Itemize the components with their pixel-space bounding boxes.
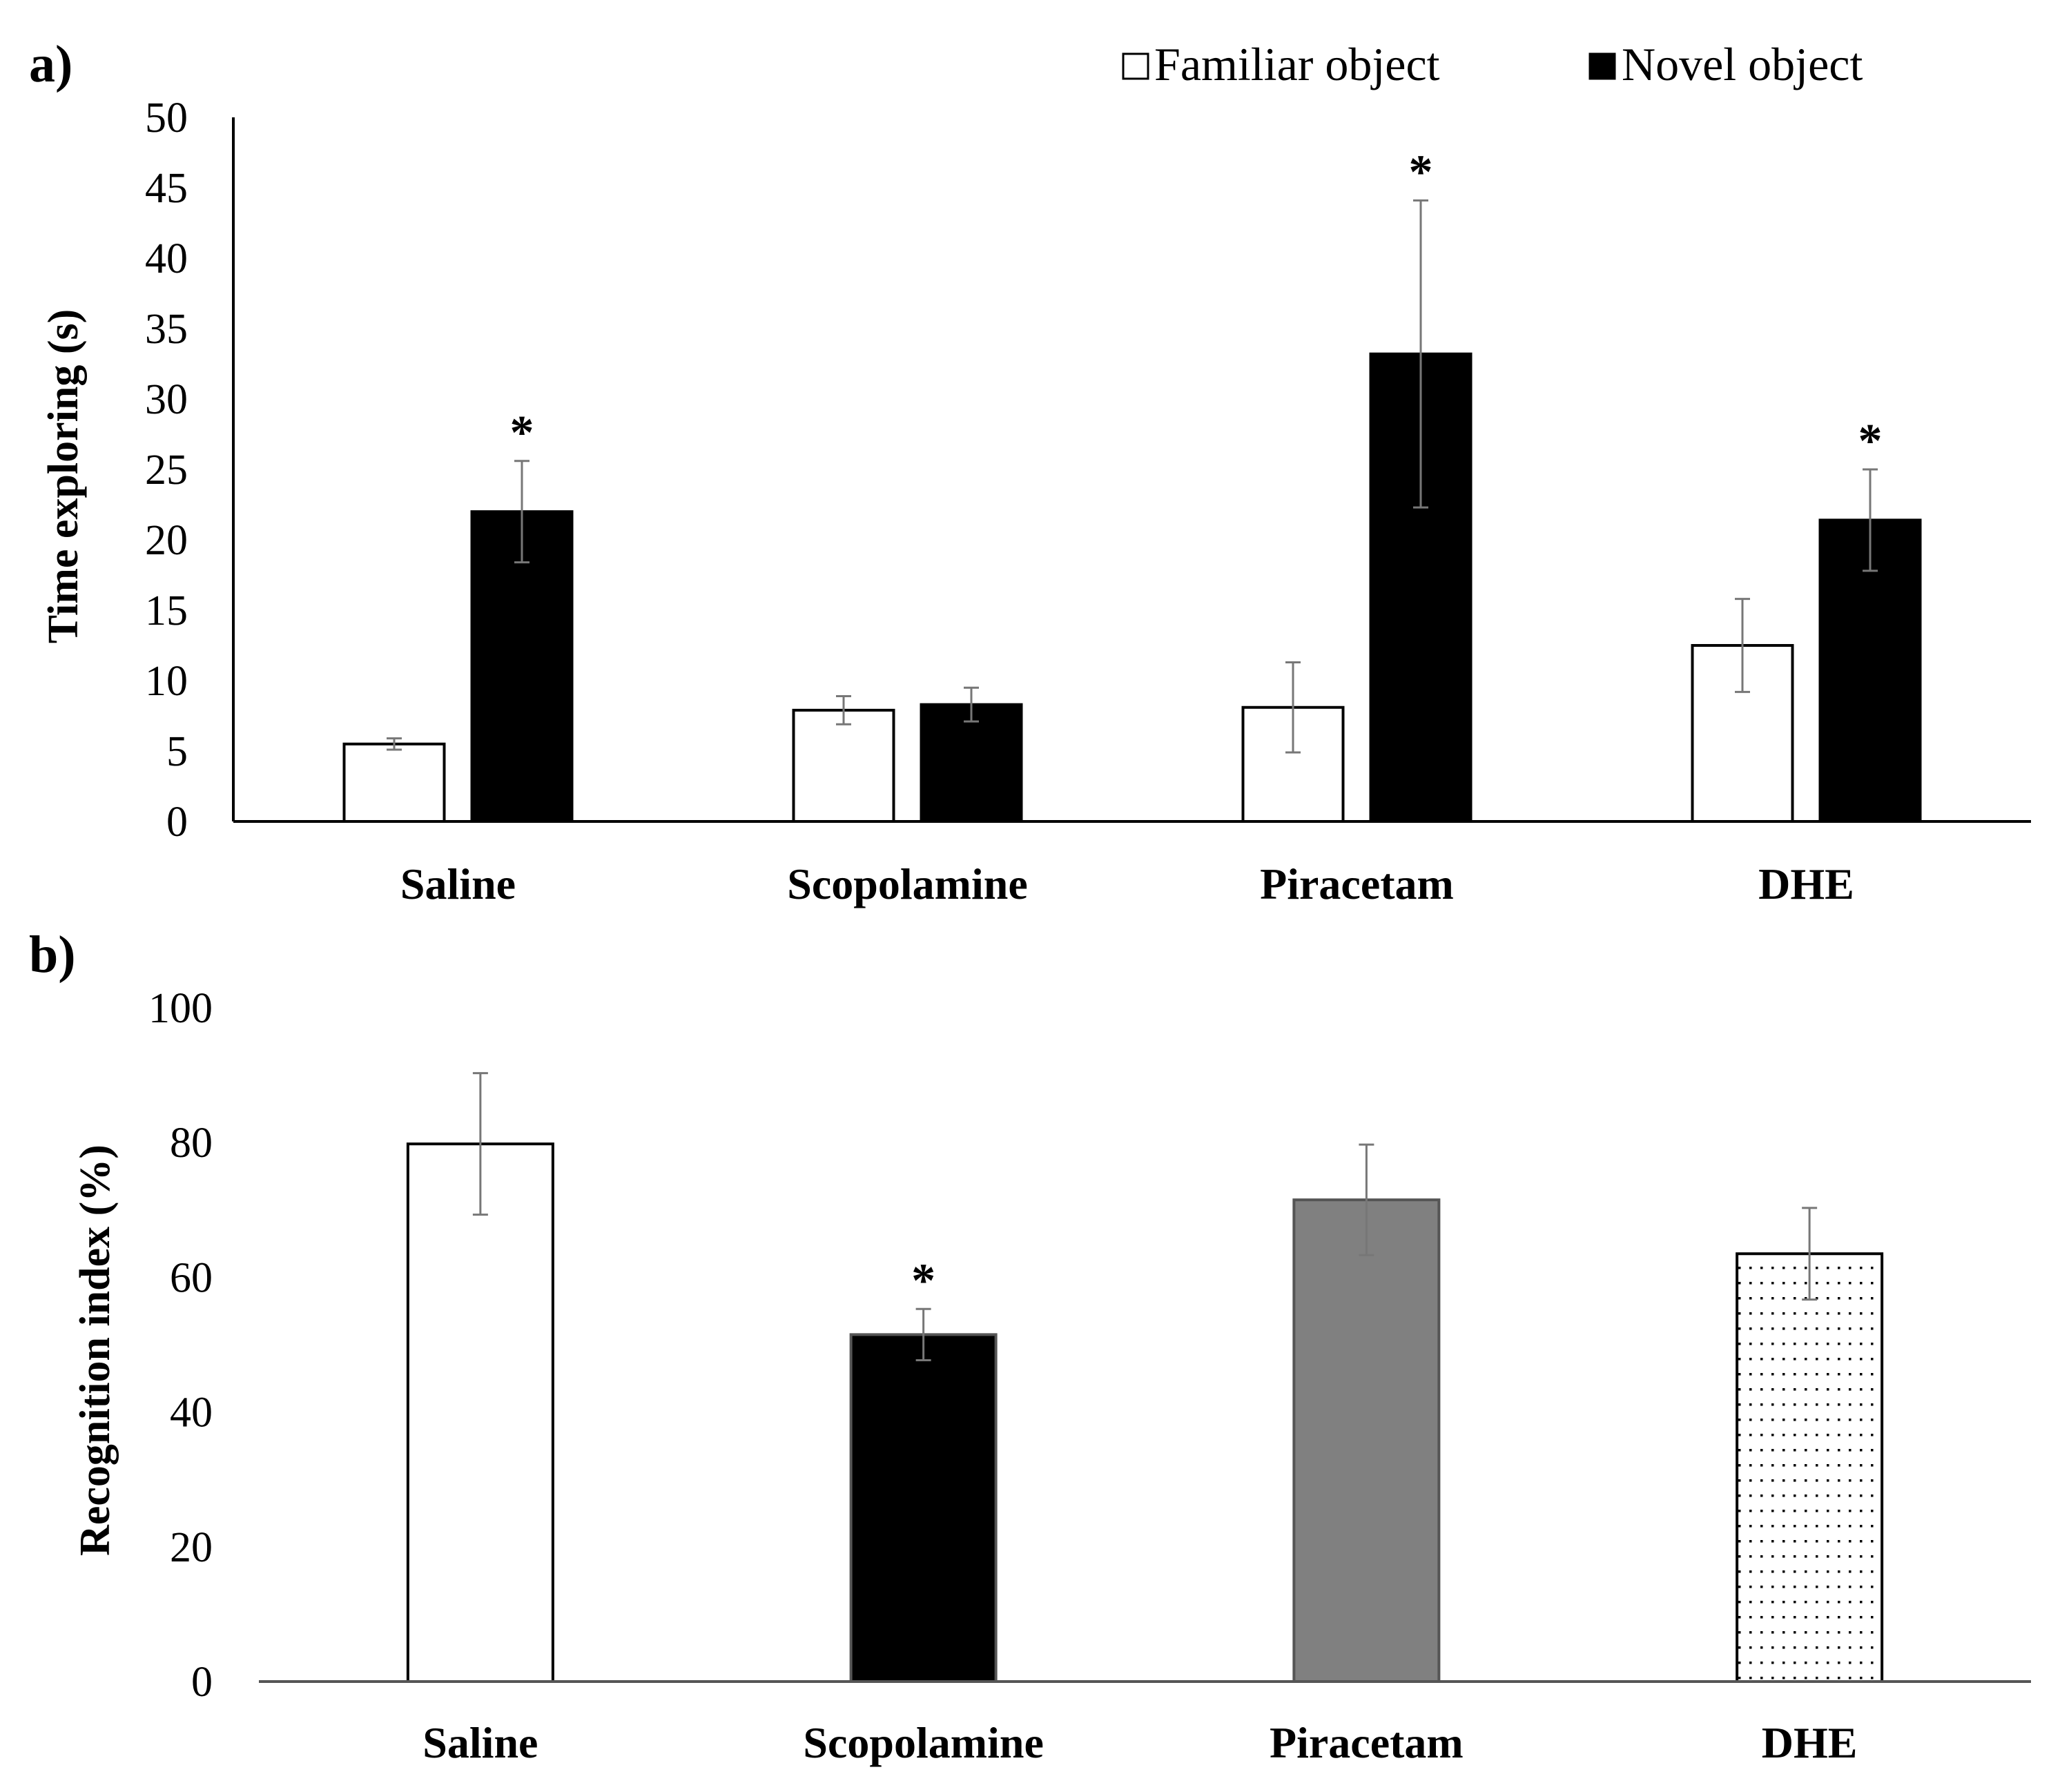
significance-star-piracetam: * <box>1409 146 1433 199</box>
error-bars <box>387 199 1878 754</box>
category-label-piracetam: Piracetam <box>1270 1718 1464 1767</box>
bar-saline-familiar-object <box>342 742 446 824</box>
significance-star-scopolamine: * <box>911 1254 935 1307</box>
legend-swatch-familiar <box>1122 52 1149 80</box>
bars <box>406 1142 1884 1684</box>
category-label-saline: Saline <box>400 859 516 908</box>
error-bar-dhe-familiar-object <box>1735 598 1750 693</box>
x-axis-category-labels: Saline Scopolamine Piracetam DHE <box>400 859 1854 908</box>
significance-markers: * <box>911 1254 935 1307</box>
y-tick-label: 0 <box>191 1659 213 1706</box>
significance-star-saline: * <box>510 407 534 460</box>
bar-piracetam-novel-object <box>1369 352 1473 823</box>
y-axis-ticks: 0 20 40 60 80 100 <box>148 985 213 1706</box>
y-tick-label: 40 <box>145 235 188 282</box>
panel-b-chart: b) 0 20 40 60 80 100 * Saline Scopolamine Pirac… <box>29 926 2031 1767</box>
y-tick-label: 100 <box>148 985 213 1032</box>
bar-dhe <box>1736 1252 1884 1683</box>
panel-a-chart: a) Familiar object Novel object 0 5 10 15 20… <box>29 35 2031 908</box>
y-tick-label: 15 <box>145 587 188 634</box>
category-label-scopolamine: Scopolamine <box>787 859 1027 908</box>
error-bars <box>472 1072 1818 1361</box>
category-label-dhe: DHE <box>1758 859 1854 908</box>
error-bar-piracetam <box>1359 1143 1374 1256</box>
error-bar-piracetam-novel-object <box>1413 199 1428 509</box>
y-tick-label: 5 <box>166 728 188 775</box>
error-bar-dhe <box>1802 1207 1818 1301</box>
y-axis-title: Recognition index (%) <box>72 1145 119 1556</box>
significance-markers: * * * <box>510 146 1883 468</box>
y-tick-label: 40 <box>170 1390 213 1436</box>
y-tick-label: 50 <box>145 95 188 142</box>
y-tick-label: 80 <box>170 1120 213 1167</box>
error-bar-scopolamine-novel-object <box>964 686 979 723</box>
y-tick-label: 20 <box>145 517 188 564</box>
panel-a-label: a) <box>29 35 72 93</box>
x-axis-category-labels: Saline Scopolamine Piracetam DHE <box>422 1718 1857 1767</box>
y-axis-ticks: 0 5 10 15 20 25 30 35 40 45 50 <box>145 95 188 846</box>
significance-star-dhe: * <box>1858 415 1883 468</box>
category-label-dhe: DHE <box>1762 1718 1858 1767</box>
y-tick-label: 10 <box>145 658 188 705</box>
error-bar-saline <box>472 1072 488 1216</box>
y-tick-label: 20 <box>170 1524 213 1571</box>
legend-label-familiar: Familiar object <box>1154 38 1440 90</box>
error-bar-dhe-novel-object <box>1863 468 1878 572</box>
legend-swatch-novel <box>1588 52 1616 80</box>
axes <box>232 117 2031 823</box>
bar-saline <box>406 1142 554 1683</box>
y-tick-label: 45 <box>145 165 188 212</box>
category-label-scopolamine: Scopolamine <box>803 1718 1043 1767</box>
legend-label-novel: Novel object <box>1622 38 1863 90</box>
error-bar-scopolamine-familiar-object <box>836 694 851 725</box>
error-bar-piracetam-familiar-object <box>1285 661 1301 754</box>
panel-b-label: b) <box>29 926 76 984</box>
bars <box>342 352 1922 824</box>
category-label-saline: Saline <box>422 1718 538 1767</box>
bar-scopolamine-familiar-object <box>792 708 895 823</box>
bar-scopolamine-novel-object <box>920 703 1023 823</box>
y-tick-label: 60 <box>170 1254 213 1301</box>
error-bar-scopolamine <box>915 1307 931 1361</box>
y-axis-title: Time exploring (s) <box>40 309 87 644</box>
bar-scopolamine <box>849 1333 998 1683</box>
y-tick-label: 0 <box>166 799 188 846</box>
category-label-piracetam: Piracetam <box>1260 859 1454 908</box>
y-tick-label: 30 <box>145 376 188 423</box>
error-bar-saline-novel-object <box>514 460 529 564</box>
y-tick-label: 35 <box>145 306 188 353</box>
error-bar-saline-familiar-object <box>387 737 402 751</box>
y-tick-label: 25 <box>145 447 188 494</box>
bar-piracetam <box>1292 1198 1441 1684</box>
legend: Familiar object Novel object <box>1122 38 1863 90</box>
